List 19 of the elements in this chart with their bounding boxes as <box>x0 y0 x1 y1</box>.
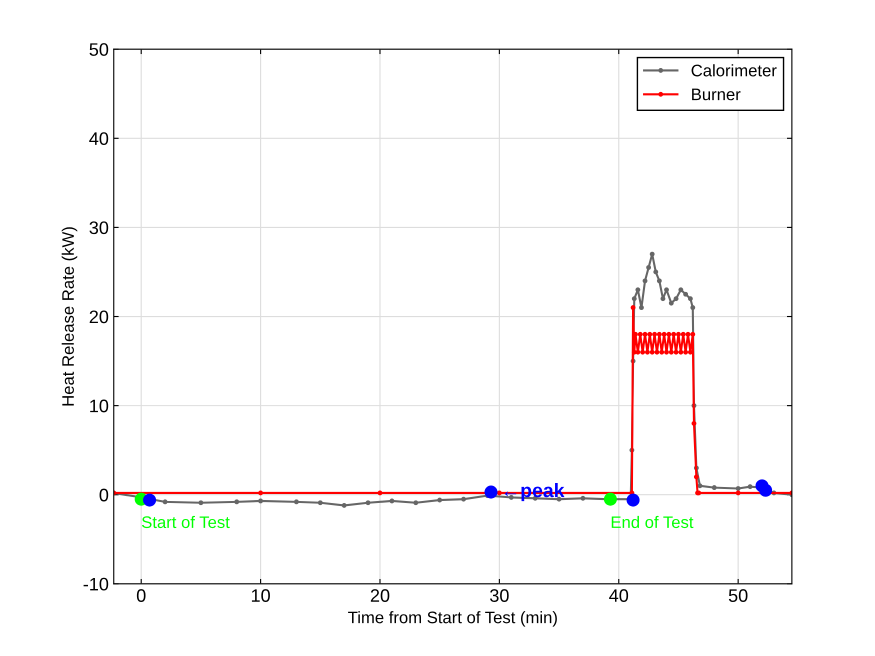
y-tick-label: 0 <box>100 488 108 502</box>
y-tick-label: 10 <box>90 400 108 412</box>
annotation: End of Test <box>612 516 694 528</box>
y-tick-label: 30 <box>89 221 108 234</box>
legend-label: Burner <box>692 88 740 100</box>
annotation: Start of Test <box>142 516 230 528</box>
x-tick-label: 10 <box>252 589 270 602</box>
x-tick-label: 30 <box>490 589 509 602</box>
y-axis-title: Heat Release Rate (kW) <box>62 227 78 406</box>
y-tick-label: -10 <box>84 578 108 591</box>
x-tick-label: 20 <box>370 589 390 602</box>
y-tick-label: 40 <box>89 132 108 146</box>
y-tick-label: 20 <box>90 310 108 324</box>
x-axis-title: Time from Start of Test (min) <box>348 611 557 627</box>
x-tick-label: 0 <box>136 589 146 602</box>
x-tick-label: 40 <box>609 589 628 602</box>
x-tick-label: 50 <box>728 589 748 602</box>
legend-label: Calorimeter <box>692 64 777 76</box>
y-tick-label: 50 <box>90 43 108 56</box>
